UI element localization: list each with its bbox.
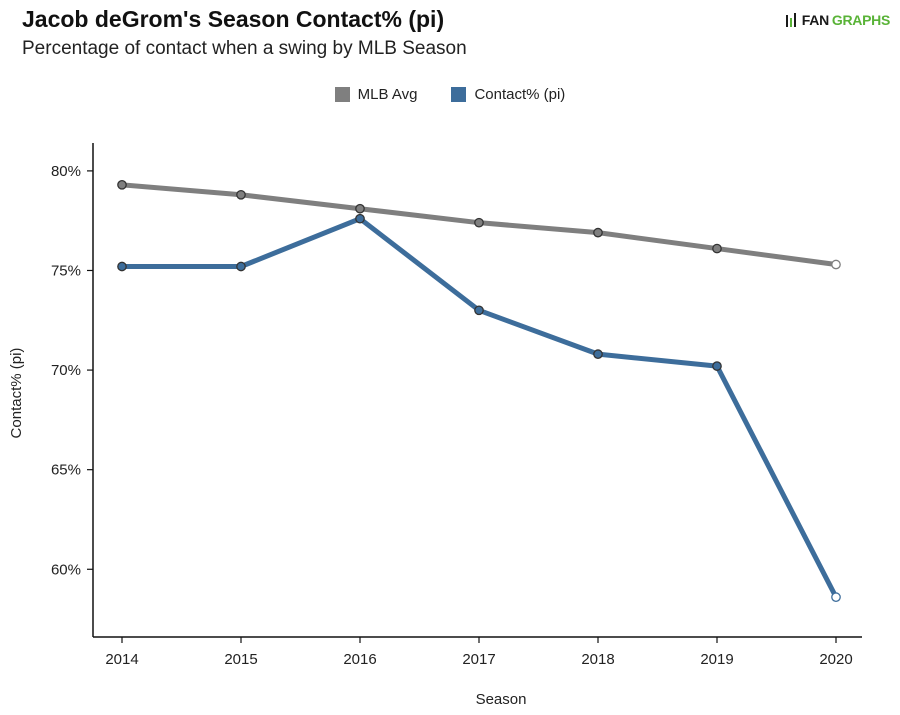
chart-title: Jacob deGrom's Season Contact% (pi) — [22, 6, 445, 32]
data-point-mlb-avg[interactable] — [236, 189, 246, 200]
y-tick-label: 75% — [51, 262, 81, 279]
data-point-contact-pi[interactable] — [355, 213, 365, 224]
data-point-contact-pi[interactable] — [474, 305, 484, 316]
logo-text-graphs: GRAPHS — [831, 12, 890, 28]
data-point-mlb-avg[interactable] — [474, 217, 484, 228]
data-point-mlb-avg[interactable] — [355, 203, 365, 214]
y-tick-label: 65% — [51, 462, 81, 479]
x-tick-label: 2020 — [819, 651, 852, 668]
legend-item-contact-pi[interactable]: Contact% (pi) — [451, 86, 565, 103]
legend-swatch-mlb-avg — [334, 87, 350, 102]
logo-text-fan: FAN — [801, 12, 829, 28]
y-axis-title: Contact% (pi) — [8, 348, 25, 439]
legend-label-mlb-avg: MLB Avg — [357, 86, 418, 103]
chart-subtitle: Percentage of contact when a swing by ML… — [22, 38, 467, 59]
legend-item-mlb-avg[interactable]: MLB Avg — [334, 86, 418, 103]
y-tick-label: 60% — [51, 561, 81, 578]
x-tick-label: 2016 — [343, 651, 376, 668]
axes: 60% 65% 70% 75% 80% 2014 2015 2016 2017 2018 2019 2… — [51, 143, 862, 668]
data-point-contact-pi[interactable] — [117, 261, 127, 272]
fangraphs-logo-icon — [785, 13, 796, 27]
legend-label-contact-pi: Contact% (pi) — [474, 86, 566, 103]
x-tick-label: 2015 — [224, 651, 257, 668]
data-point-contact-pi[interactable] — [712, 361, 722, 371]
data-point-contact-pi[interactable] — [831, 592, 841, 603]
data-point-mlb-avg[interactable] — [831, 259, 841, 270]
legend: MLB Avg Contact% (pi) — [0, 86, 900, 103]
data-point-mlb-avg[interactable] — [593, 227, 603, 238]
x-tick-label: 2017 — [462, 651, 495, 668]
x-tick-label: 2018 — [581, 651, 614, 668]
series-lines — [119, 182, 839, 600]
x-axis-title: Season — [476, 691, 527, 708]
legend-swatch-contact-pi — [451, 87, 467, 102]
data-point-mlb-avg[interactable] — [712, 243, 722, 254]
data-point-contact-pi[interactable] — [593, 349, 603, 359]
data-point-contact-pi[interactable] — [236, 261, 246, 272]
fangraphs-logo[interactable]: FAN GRAPHS — [785, 12, 890, 28]
data-point-mlb-avg[interactable] — [117, 179, 127, 190]
x-tick-label: 2014 — [105, 651, 138, 668]
series-line-contact-pi — [119, 216, 839, 600]
y-tick-label: 80% — [51, 163, 81, 180]
y-tick-label: 70% — [51, 362, 81, 379]
x-tick-label: 2019 — [700, 651, 733, 668]
series-points — [117, 179, 841, 603]
